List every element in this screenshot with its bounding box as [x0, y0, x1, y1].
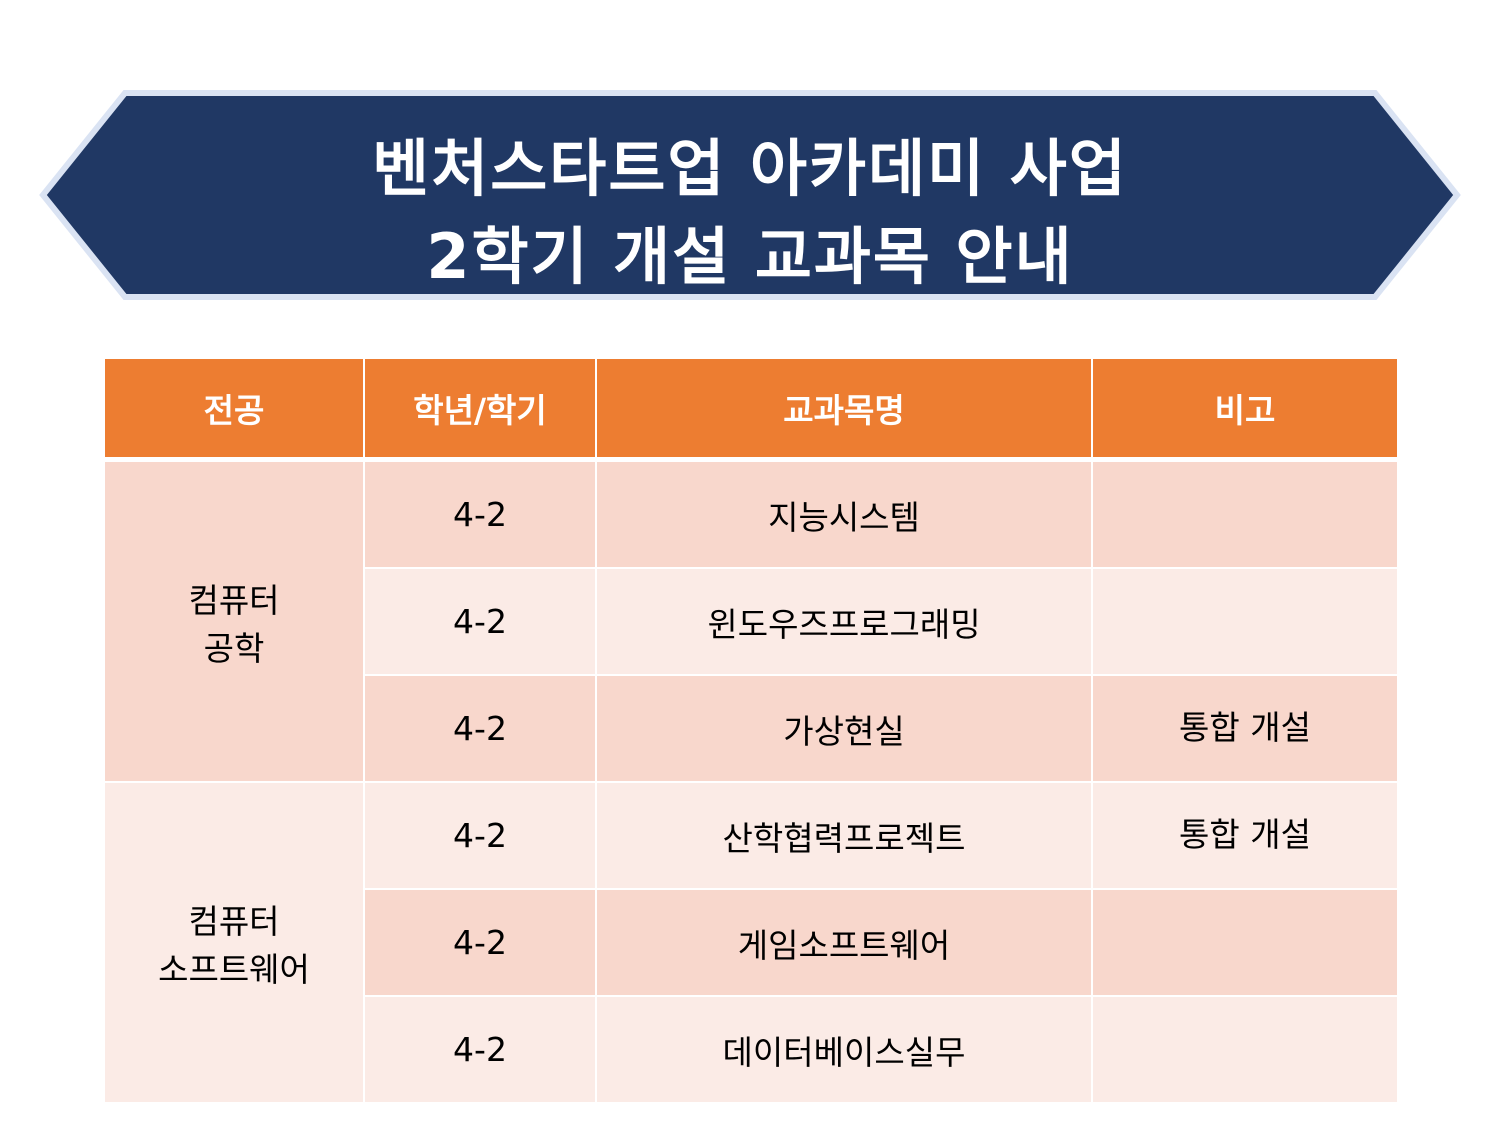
table-row: 4-2 가상현실 통합 개설 — [104, 674, 1399, 783]
course-cell: 데이터베이스실무 — [595, 995, 1093, 1104]
banner-hexagon-shape — [39, 90, 1461, 300]
title-banner — [39, 90, 1461, 300]
grade-cell: 4-2 — [363, 458, 597, 569]
major-line: 컴퓨터 — [188, 580, 280, 620]
course-cell: 가상현실 — [595, 674, 1093, 783]
grade-cell: 4-2 — [363, 888, 597, 997]
header-major: 전공 — [103, 357, 365, 462]
title-line-2: 2학기 개설 교과목 안내 — [426, 220, 1074, 293]
major-cell: 컴퓨터 공학 — [103, 458, 365, 783]
note-cell — [1091, 567, 1399, 676]
table-row: 4-2 데이터베이스실무 — [104, 995, 1399, 1104]
major-line: 소프트웨어 — [158, 949, 310, 989]
note-cell: 통합 개설 — [1091, 781, 1399, 890]
course-cell: 게임소프트웨어 — [595, 888, 1093, 997]
table-row: 4-2 윈도우즈프로그래밍 — [104, 567, 1399, 676]
course-cell: 윈도우즈프로그래밍 — [595, 567, 1093, 676]
table-row: 컴퓨터 공학 4-2 지능시스템 — [103, 458, 1399, 783]
course-cell: 지능시스템 — [595, 458, 1093, 569]
header-course-name: 교과목명 — [595, 357, 1093, 462]
header-grade-semester: 학년/학기 — [363, 357, 597, 462]
grade-cell: 4-2 — [363, 781, 597, 890]
major-line: 공학 — [203, 628, 265, 668]
major-cell: 컴퓨터 소프트웨어 — [103, 781, 365, 1104]
table-row: 4-2 게임소프트웨어 — [104, 888, 1399, 997]
title-line-1: 벤처스타트업 아카데미 사업 — [372, 132, 1128, 205]
grade-cell: 4-2 — [363, 567, 597, 676]
table-row: 컴퓨터 소프트웨어 4-2 산학협력프로젝트 통합 개설 — [103, 781, 1399, 1104]
note-cell — [1091, 458, 1399, 569]
header-note: 비고 — [1091, 357, 1399, 462]
course-cell: 산학협력프로젝트 — [595, 781, 1093, 890]
note-cell — [1091, 888, 1399, 997]
note-cell: 통합 개설 — [1091, 674, 1399, 783]
course-table: 전공 학년/학기 교과목명 비고 컴퓨터 공학 4-2 지능시스템 4-2 윈도… — [103, 357, 1399, 1104]
header-row: 전공 학년/학기 교과목명 비고 — [103, 357, 1399, 462]
note-cell — [1091, 995, 1399, 1104]
grade-cell: 4-2 — [363, 995, 597, 1104]
major-line: 컴퓨터 — [188, 901, 280, 941]
grade-cell: 4-2 — [363, 674, 597, 783]
